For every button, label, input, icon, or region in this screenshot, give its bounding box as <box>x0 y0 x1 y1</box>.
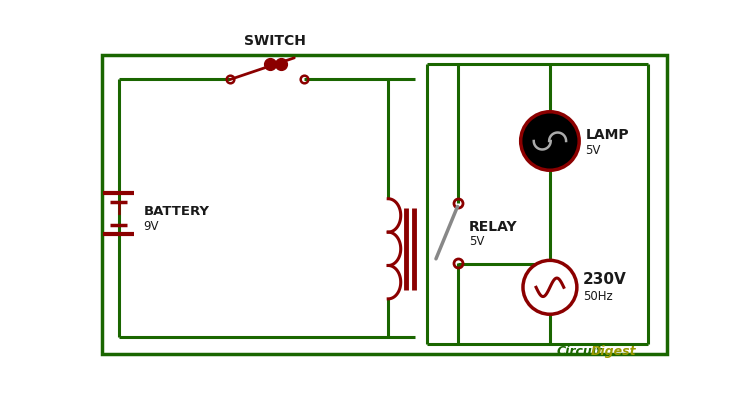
Text: RELAY: RELAY <box>469 220 518 234</box>
Text: SWITCH: SWITCH <box>244 34 305 48</box>
Circle shape <box>523 260 577 314</box>
Text: 5V: 5V <box>585 144 601 157</box>
Text: LAMP: LAMP <box>585 128 629 142</box>
Circle shape <box>520 112 579 170</box>
Text: Digest: Digest <box>591 345 636 358</box>
Text: 230V: 230V <box>583 272 627 287</box>
Text: BATTERY: BATTERY <box>143 205 209 217</box>
Text: 5V: 5V <box>469 234 484 247</box>
Text: 9V: 9V <box>143 220 159 233</box>
Text: 50Hz: 50Hz <box>583 290 613 303</box>
Text: Círcuit: Círcuit <box>556 345 602 358</box>
